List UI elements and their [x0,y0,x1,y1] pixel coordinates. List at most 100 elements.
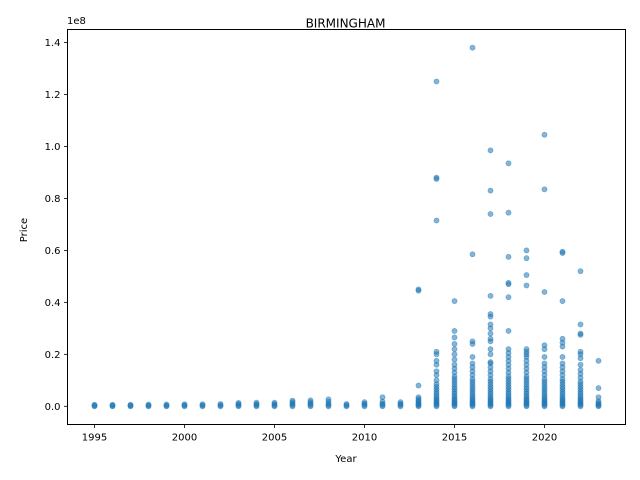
data-point [559,354,566,360]
data-point [577,330,584,337]
data-point [451,361,458,368]
data-point [577,348,584,355]
data-point [595,394,602,401]
data-point [235,400,242,406]
data-point [469,338,476,345]
x-tick-label: 1995 [82,433,107,444]
data-point [559,360,566,367]
data-point [451,341,458,347]
data-point [361,399,368,406]
y-tick-label: 1.4 [45,38,61,49]
data-point [487,359,494,366]
data-point [469,360,476,367]
data-point [541,289,548,295]
y-ticks: 0.0 0.2 0.4 0.6 0.8 1.0 1.2 1.4 [45,38,68,413]
data-point [433,78,440,85]
data-point [505,346,512,353]
data-point [415,382,422,389]
data-point [505,328,512,334]
data-point [595,385,602,392]
data-point [505,253,512,260]
data-point [433,348,440,355]
data-point [505,279,512,286]
data-point [91,401,98,408]
x-tick-label: 2000 [172,433,197,444]
y-tick-label: 0.8 [45,194,61,205]
x-tick-label: 2010 [352,433,377,444]
data-point [469,251,476,258]
data-point [451,346,458,353]
data-point [469,44,476,51]
data-point [505,294,512,301]
data-point [523,272,530,278]
data-point [415,394,422,401]
x-ticks: 1995 2000 2005 2010 2015 2020 [82,424,557,444]
data-point [559,335,566,342]
data-point [433,368,440,375]
data-point [451,328,458,334]
plot-frame [67,29,626,425]
data-point [325,396,332,403]
data-point [577,268,584,275]
data-point [595,357,602,364]
data-point [577,321,584,328]
data-point [145,401,152,408]
data-point [505,160,512,167]
data-point [577,367,584,373]
data-point [541,360,548,367]
data-point [127,401,134,408]
y-tick-label: 1.2 [45,90,61,101]
data-point [523,346,530,353]
data-point [451,351,458,358]
data-point [451,334,458,341]
data-point [487,351,494,358]
data-point [523,282,530,289]
data-point [289,397,296,404]
data-point [487,335,494,342]
data-point [469,354,476,360]
data-point [451,356,458,363]
data-point [217,401,224,407]
data-point [541,342,548,349]
x-axis-label: Year [334,454,357,465]
y-axis-label: Price [19,218,30,242]
data-point [433,174,440,181]
x-tick-label: 2020 [532,433,557,444]
data-point [541,354,548,360]
x-tick-label: 2005 [262,433,287,444]
data-point [271,399,278,406]
data-point [505,209,512,216]
y-tick-label: 0.2 [45,350,61,361]
data-point [433,217,440,224]
data-point [253,399,260,406]
data-point [379,394,386,401]
data-point [343,401,350,407]
data-point [415,286,422,293]
data-point [541,186,548,193]
data-point [559,298,566,304]
data-point [199,401,206,408]
data-point [577,361,584,368]
data-point [487,321,494,328]
data-point [523,255,530,262]
y-tick-label: 1.0 [45,142,61,153]
y-tick-label: 0.4 [45,298,61,309]
data-point [181,401,188,408]
data-point [307,397,314,404]
data-point [433,377,440,384]
data-point [433,357,440,364]
data-point [559,248,566,255]
data-point [541,131,548,138]
data-point [163,401,170,408]
data-point [109,401,116,408]
points-layer [91,44,602,410]
data-point [487,147,494,154]
x-tick-label: 2015 [442,433,467,444]
data-point [487,211,494,217]
data-point [451,298,458,304]
data-point [487,346,494,353]
data-point [487,311,494,317]
data-point [487,292,494,299]
